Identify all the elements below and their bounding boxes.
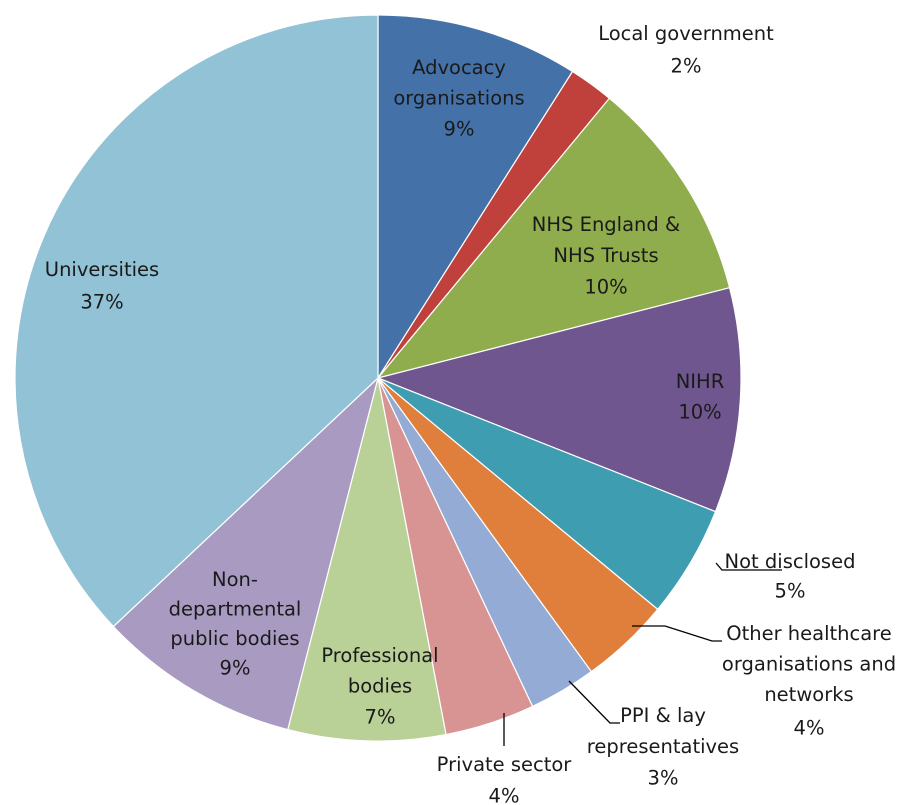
slice-percent-private: 4% [489, 785, 520, 805]
slice-label-advocacy: Advocacy organisations [393, 56, 524, 110]
slice-label-universities: Universities [45, 258, 159, 281]
pie-slice-advocacy [377, 14, 574, 381]
slice-label-private: Private sector [437, 753, 573, 776]
slice-percent-other-healthcare: 4% [794, 717, 825, 740]
pie-slice-universities [14, 14, 379, 628]
slice-percent-professional: 7% [365, 706, 396, 729]
pie-slices [14, 14, 742, 742]
slice-label-nhs-england: NHS England & NHS Trusts [532, 213, 680, 267]
slice-label-local-gov: Local government [598, 22, 774, 45]
slice-percent-ppi: 3% [648, 767, 679, 790]
leader-line-ppi [568, 680, 620, 724]
slice-label-non-dept: Non-departmental public bodies [169, 568, 302, 650]
data-labels: Advocacy organisations 9% Local government 2… [45, 22, 896, 805]
slice-percent-nhs-england: 10% [584, 276, 627, 299]
leader-line-other-healthcare [632, 625, 722, 642]
slice-percent-advocacy: 9% [444, 118, 475, 141]
slice-label-ppi: PPI & lay representatives [587, 704, 739, 758]
slice-percent-universities: 37% [80, 291, 123, 314]
slice-label-nihr: NIHR [676, 370, 725, 393]
slice-label-other-healthcare: Other healthcare organisations and network… [722, 622, 896, 706]
pie-slice-nhs-england [376, 97, 731, 380]
slice-percent-not-disclosed: 5% [775, 580, 806, 603]
slice-label-not-disclosed: Not disclosed [725, 550, 856, 573]
slice-percent-non-dept: 9% [220, 657, 251, 680]
pie-slice-nihr [376, 286, 742, 513]
slice-label-professional: Professional bodies [321, 644, 438, 698]
slice-percent-nihr: 10% [678, 401, 721, 424]
pie-slice-non-dept [112, 376, 380, 731]
leader-line-not-disclosed [715, 562, 782, 571]
slice-percent-local-gov: 2% [671, 55, 702, 78]
leader-lines [503, 562, 782, 746]
pie-slice-professional [286, 377, 447, 742]
